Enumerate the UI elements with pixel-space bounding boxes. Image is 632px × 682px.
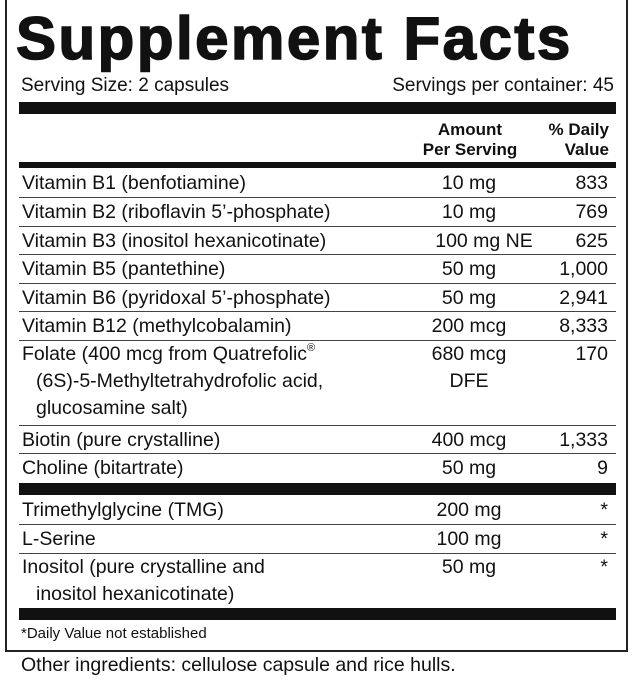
nutrient-amount: 50 mg [441,457,497,479]
nutrient-row: Vitamin B2 (riboflavin 5’-phosphate) 10 m… [19,198,616,227]
nutrient-name: Vitamin B2 (riboflavin 5’-phosphate) [22,201,331,223]
nutrient-amount: 400 mcg [431,429,507,451]
nutrient-name: Folate (400 mcg from Quatrefolic® (6S)-5-… [22,341,323,422]
nutrient-row: Folate (400 mcg from Quatrefolic® (6S)-5-… [19,341,616,426]
nutrient-row: Vitamin B6 (pyridoxal 5’-phosphate) 50 mg… [19,284,616,312]
name-line: Folate (400 mcg from Quatrefolic [22,343,308,365]
supplement-facts-panel [5,0,628,652]
ingredient-amount: 100 mg [436,528,502,550]
serving-size: Serving Size: 2 capsules [21,75,230,96]
ingredient-amount: 50 mg [441,556,497,578]
nutrient-dv: 625 [575,230,608,252]
nutrient-row: Vitamin B5 (pantethine) 50 mg 1,000 [19,255,616,284]
ingredient-row: L-Serine 100 mg * [19,525,616,554]
nutrient-dv: 9 [597,457,608,479]
nutrient-amount: 50 mg [441,258,497,280]
name-line: (6S)-5-Methyltetrahydrofolic acid, [36,370,324,392]
ingredient-dv: * [600,528,608,550]
nutrient-name: Vitamin B1 (benfotiamine) [22,172,247,194]
nutrient-amount: 680 mcg DFE [404,341,534,395]
nutrient-dv: 1,000 [559,258,608,280]
amount-header-line2: Per Serving [422,140,518,159]
nutrient-row: Vitamin B3 (inositol hexanicotinate) 100 … [19,227,616,255]
nutrient-dv: 1,333 [559,429,608,451]
ingredient-name: Inositol (pure crystalline and inositol h… [22,554,265,608]
divider-bar [19,483,616,495]
nutrient-name: Vitamin B3 (inositol hexanicotinate) [22,230,327,252]
nutrient-dv: 769 [575,201,608,223]
nutrient-dv: 8,333 [559,315,608,337]
ingredient-name: L-Serine [22,528,96,550]
divider-bar [19,162,616,168]
amount-line: 680 mcg [431,343,507,365]
daily-value-header: % Daily Value [536,120,616,160]
nutrient-amount: 50 mg [441,287,497,309]
nutrient-name: Vitamin B12 (methylcobalamin) [22,315,292,337]
nutrient-name: Vitamin B6 (pyridoxal 5’-phosphate) [22,287,331,309]
servings-per-container: Servings per container: 45 [392,75,614,96]
nutrient-row: Choline (bitartrate) 50 mg 9 [19,454,616,482]
amount-line: DFE [449,370,489,392]
ingredient-row: Inositol (pure crystalline and inositol h… [19,554,616,608]
other-ingredients: Other ingredients: cellulose capsule and… [21,654,456,676]
nutrient-amount: 100 mg NE [435,230,533,252]
registered-mark: ® [307,342,316,354]
nutrient-row: Vitamin B12 (methylcobalamin) 200 mcg 8,33… [19,312,616,341]
dv-header-line2: Value [564,140,609,159]
nutrient-dv: 170 [575,343,608,365]
dv-header-line1: % Daily [548,120,609,139]
nutrient-amount: 10 mg [441,201,497,223]
divider-bar [19,102,616,114]
amount-header-line1: Amount [437,120,503,139]
panel-title: Supplement Facts [15,4,573,73]
ingredient-dv: * [600,499,608,521]
nutrient-name: Vitamin B5 (pantethine) [22,258,226,280]
divider-bar [19,608,616,620]
nutrient-amount: 10 mg [441,172,497,194]
nutrient-dv: 833 [575,172,608,194]
ingredient-amount: 200 mg [436,499,502,521]
name-line: inositol hexanicotinate) [36,583,235,605]
footnote: *Daily Value not established [21,625,207,642]
name-line: glucosamine salt) [36,397,188,419]
ingredient-dv: * [600,556,608,578]
name-line: Inositol (pure crystalline and [22,556,265,578]
nutrient-row: Biotin (pure crystalline) 400 mcg 1,333 [19,426,616,454]
nutrient-name: Biotin (pure crystalline) [22,429,221,451]
ingredient-row: Trimethylglycine (TMG) 200 mg * [19,496,616,525]
nutrient-dv: 2,941 [559,287,608,309]
nutrient-amount: 200 mcg [431,315,507,337]
nutrient-row: Vitamin B1 (benfotiamine) 10 mg 833 [19,169,616,198]
nutrient-name: Choline (bitartrate) [22,457,184,479]
amount-header: Amount Per Serving [405,120,535,160]
ingredient-name: Trimethylglycine (TMG) [22,499,224,521]
